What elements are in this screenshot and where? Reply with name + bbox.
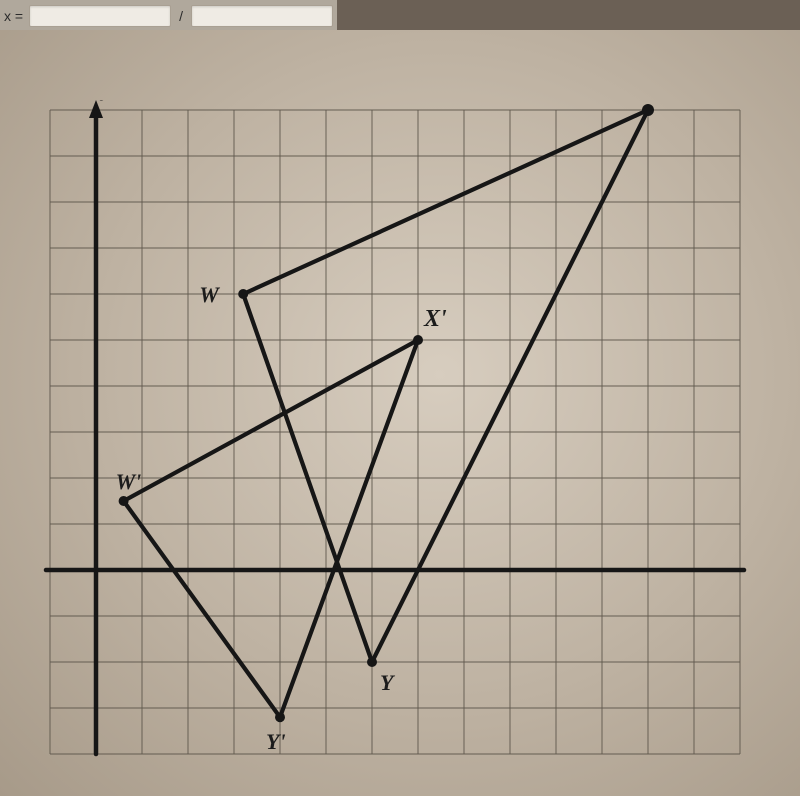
svg-text:W': W': [116, 469, 142, 494]
worksheet-paper: yWXYW'X'Y': [0, 30, 800, 796]
graph-svg: yWXYW'X'Y': [40, 100, 750, 764]
svg-text:y: y: [99, 100, 112, 101]
x-input-2[interactable]: [191, 5, 333, 27]
dilation-graph: yWXYW'X'Y': [40, 100, 760, 760]
svg-text:Y: Y: [380, 670, 396, 695]
input-separator: /: [177, 8, 185, 24]
svg-text:X': X': [423, 306, 447, 332]
coordinate-input-strip: x = /: [0, 0, 337, 33]
input-label: x =: [4, 8, 23, 24]
x-input-1[interactable]: [29, 5, 171, 27]
svg-text:W: W: [199, 282, 220, 307]
svg-text:Y': Y': [266, 729, 286, 754]
